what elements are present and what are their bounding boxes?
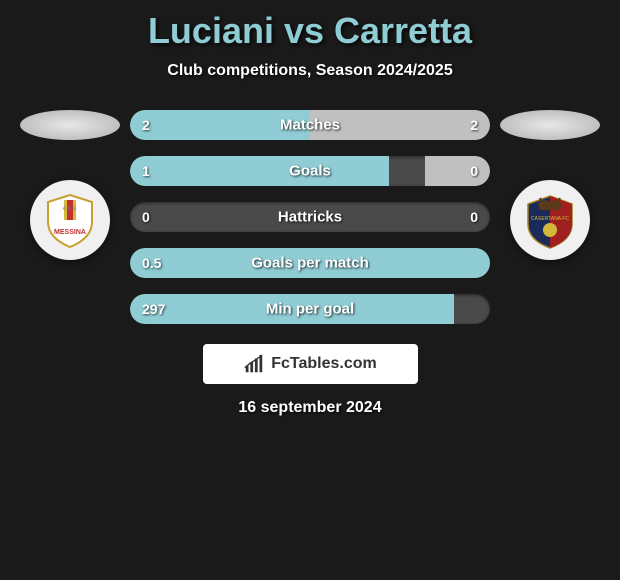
casertana-crest-icon: CASERTANA FC xyxy=(520,190,580,250)
stat-row: 0 Hattricks 0 xyxy=(130,202,490,232)
stat-row: 1 Goals 0 xyxy=(130,156,490,186)
stat-value-left: 2 xyxy=(142,117,150,133)
right-column: CASERTANA FC xyxy=(500,110,600,260)
comparison-card: Luciani vs Carretta Club competitions, S… xyxy=(0,0,620,417)
messina-crest-icon: MESSINA A.C.R. xyxy=(40,190,100,250)
ellipse-decor-left xyxy=(20,110,120,140)
stat-row: 0.5 Goals per match xyxy=(130,248,490,278)
bar-left xyxy=(130,156,389,186)
ellipse-decor-right xyxy=(500,110,600,140)
stat-value-left: 0.5 xyxy=(142,255,161,271)
brand-attribution[interactable]: FcTables.com xyxy=(203,344,418,384)
subtitle: Club competitions, Season 2024/2025 xyxy=(0,62,620,80)
left-team-badge: MESSINA A.C.R. xyxy=(30,180,110,260)
right-team-badge: CASERTANA FC xyxy=(510,180,590,260)
stat-value-right: 0 xyxy=(470,163,478,179)
svg-text:CASERTANA FC: CASERTANA FC xyxy=(531,216,569,222)
page-title: Luciani vs Carretta xyxy=(0,10,620,52)
stat-label: Goals per match xyxy=(251,255,369,272)
stat-label: Hattricks xyxy=(278,209,342,226)
stat-value-left: 1 xyxy=(142,163,150,179)
left-column: MESSINA A.C.R. xyxy=(20,110,120,260)
bar-right xyxy=(425,156,490,186)
stat-value-left: 297 xyxy=(142,301,165,317)
stat-value-left: 0 xyxy=(142,209,150,225)
stat-label: Matches xyxy=(280,117,340,134)
date-text: 16 september 2024 xyxy=(0,399,620,417)
svg-text:MESSINA: MESSINA xyxy=(54,229,86,236)
brand-text: FcTables.com xyxy=(271,355,377,373)
stat-value-right: 0 xyxy=(470,209,478,225)
stat-label: Goals xyxy=(289,163,331,180)
stat-value-right: 2 xyxy=(470,117,478,133)
svg-text:A.C.R.: A.C.R. xyxy=(63,206,78,212)
stats-column: 2 Matches 2 1 Goals 0 0 Hattricks 0 0.5 Goals per … xyxy=(130,110,490,324)
stat-row: 2 Matches 2 xyxy=(130,110,490,140)
stat-row: 297 Min per goal xyxy=(130,294,490,324)
stat-label: Min per goal xyxy=(266,301,354,318)
main-area: MESSINA A.C.R. 2 Matches 2 1 Goals 0 0 Hattrick… xyxy=(0,110,620,324)
chart-icon xyxy=(243,353,265,375)
